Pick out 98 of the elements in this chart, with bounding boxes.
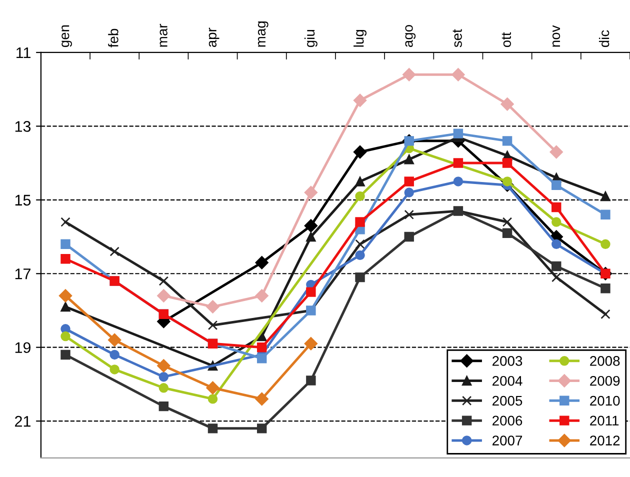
x-tick-label: mag: [258, 21, 268, 47]
legend-label: 2004: [492, 376, 522, 386]
point: [208, 320, 218, 330]
point: [157, 289, 170, 302]
point: [108, 333, 122, 347]
point: [206, 381, 220, 394]
point: [452, 68, 465, 82]
y-tick-label: 11: [16, 47, 30, 58]
point: [60, 254, 70, 264]
point: [60, 350, 70, 360]
y-tick-label: 13: [15, 121, 31, 132]
point: [206, 300, 220, 314]
point: [502, 176, 512, 186]
x-tick-label: lug: [354, 30, 366, 47]
point: [60, 239, 70, 249]
legend-label: 2010: [590, 396, 620, 406]
legend-label: 2007: [492, 436, 522, 446]
point: [552, 217, 562, 227]
point: [552, 180, 562, 190]
point: [355, 191, 365, 202]
point: [600, 309, 610, 320]
point: [158, 401, 169, 412]
x-tick-label: ago: [405, 25, 416, 48]
point: [353, 94, 367, 107]
x-tick-label: feb: [108, 28, 118, 48]
x-tick-label: nov: [552, 25, 560, 47]
point: [552, 261, 562, 272]
point: [552, 272, 562, 282]
point: [404, 210, 414, 220]
x-tick-label: ott: [502, 32, 512, 48]
legend-label: 2008: [590, 356, 620, 366]
x-tick-label: set: [452, 29, 462, 48]
point: [306, 232, 316, 242]
point: [600, 191, 610, 202]
x-tick-label: mar: [160, 24, 168, 47]
point: [353, 145, 367, 159]
legend-label: 2005: [492, 396, 522, 406]
point: [158, 383, 169, 393]
point: [60, 302, 70, 312]
point: [304, 186, 318, 200]
legend-label: 2011: [590, 416, 619, 426]
x-tick-label: giu: [304, 30, 318, 48]
point: [404, 154, 414, 164]
point: [158, 372, 169, 382]
legend-label: 2003: [492, 356, 522, 366]
point: [453, 158, 464, 168]
point: [256, 354, 267, 364]
point: [453, 128, 464, 138]
point: [355, 217, 365, 227]
point: [304, 219, 318, 232]
point: [453, 176, 464, 186]
point: [208, 424, 218, 434]
point: [404, 188, 414, 198]
point: [60, 331, 70, 342]
x-tick-label: dic: [598, 30, 610, 48]
point: [355, 176, 365, 186]
y-tick-label: 21: [15, 416, 30, 427]
point: [600, 284, 610, 294]
point: [502, 228, 512, 238]
point: [600, 239, 610, 249]
point: [502, 136, 512, 146]
point: [500, 97, 514, 111]
point: [60, 217, 70, 227]
y-tick-label: 19: [15, 342, 31, 354]
point: [355, 250, 365, 260]
point: [552, 202, 562, 212]
point: [502, 217, 512, 227]
point: [255, 392, 268, 406]
y-tick-label: 15: [15, 194, 31, 206]
point: [404, 176, 414, 186]
point: [306, 287, 316, 297]
point: [58, 289, 72, 302]
point: [404, 232, 414, 242]
x-tick-label: apr: [208, 28, 220, 48]
point: [110, 350, 120, 360]
point: [110, 246, 120, 256]
legend-label: 2009: [590, 376, 620, 386]
point: [255, 256, 268, 270]
point: [304, 337, 318, 350]
point: [157, 359, 170, 372]
point: [256, 342, 267, 352]
point: [208, 394, 218, 404]
y-tick-label: 17: [15, 268, 30, 280]
point: [110, 364, 120, 374]
legend-label: 2006: [492, 416, 522, 426]
point: [550, 145, 563, 159]
point: [355, 272, 365, 282]
point: [600, 210, 610, 220]
point: [158, 276, 169, 286]
point: [255, 289, 268, 302]
x-tick-label: gen: [62, 25, 72, 48]
point: [502, 158, 512, 168]
point: [256, 424, 267, 434]
point: [402, 68, 416, 82]
point: [355, 239, 365, 249]
legend-label: 2012: [590, 436, 620, 446]
point: [552, 239, 562, 249]
point: [306, 376, 316, 386]
